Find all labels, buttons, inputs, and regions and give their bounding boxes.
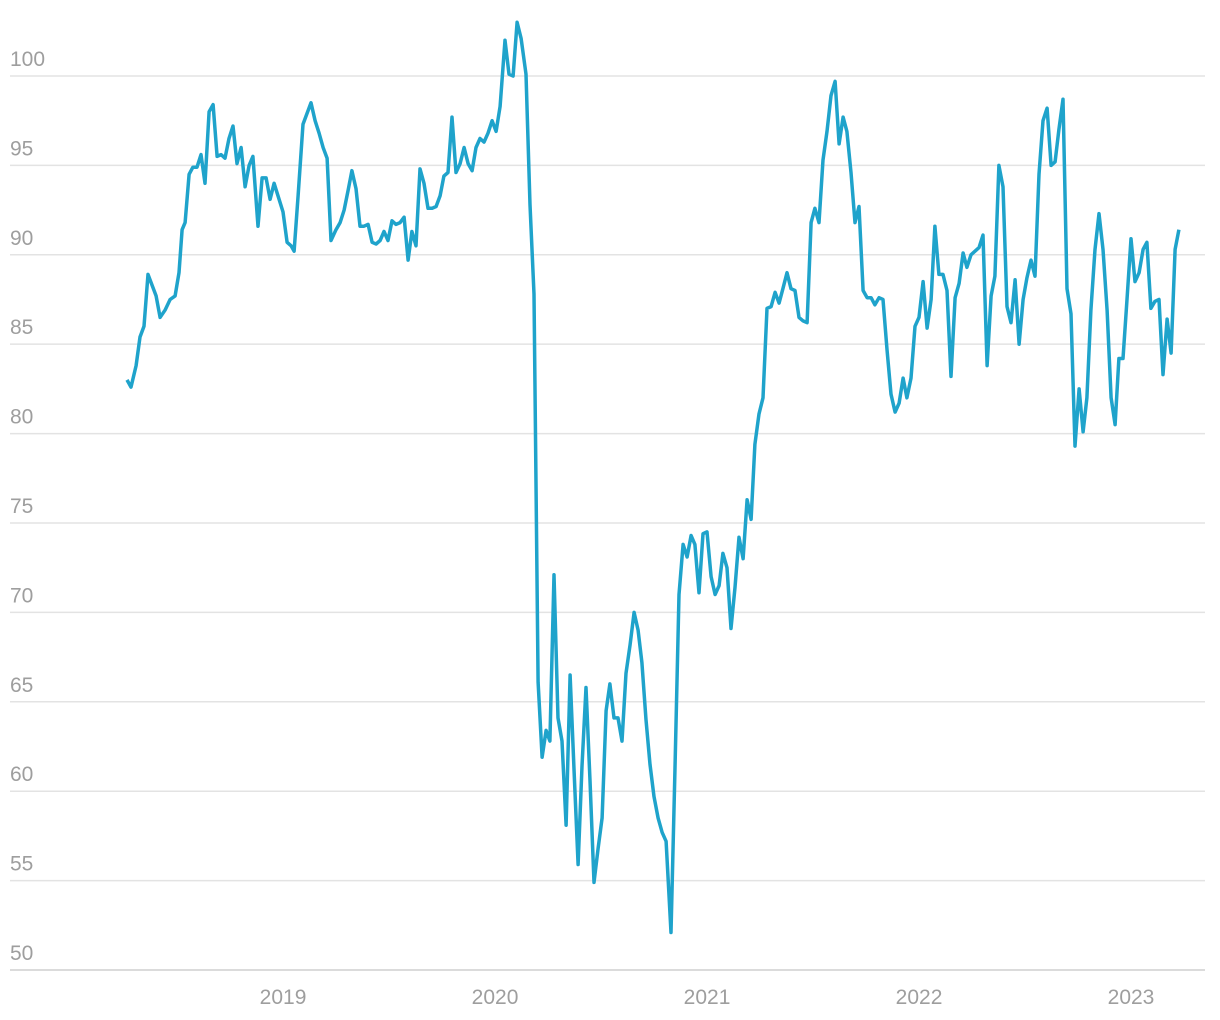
y-tick-label: 85 <box>10 316 33 339</box>
x-tick-label: 2022 <box>896 986 943 1009</box>
y-tick-label: 60 <box>10 763 33 786</box>
data-line <box>125 20 1181 935</box>
y-tick-label: 95 <box>10 137 33 160</box>
y-tick-label: 50 <box>10 942 33 965</box>
y-tick-label: 65 <box>10 674 33 697</box>
x-tick-label: 2023 <box>1108 986 1155 1009</box>
y-tick-label: 70 <box>10 584 33 607</box>
y-tick-label: 90 <box>10 227 33 250</box>
x-tick-label: 2020 <box>472 986 519 1009</box>
y-tick-label: 55 <box>10 853 33 876</box>
y-tick-label: 75 <box>10 495 33 518</box>
y-tick-label: 80 <box>10 406 33 429</box>
y-tick-label: 100 <box>10 48 45 71</box>
x-tick-label: 2019 <box>260 986 307 1009</box>
x-tick-label: 2021 <box>684 986 731 1009</box>
